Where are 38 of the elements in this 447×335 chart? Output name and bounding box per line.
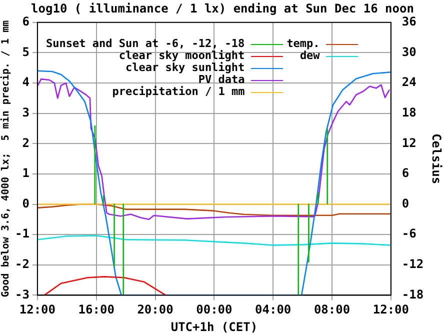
legend-label: PV data — [198, 73, 245, 86]
y-axis-title: Good below 3.6, 4000 lx; 5 min precip. / 1 mm — [0, 20, 12, 298]
y-tick-label: -2 — [14, 257, 30, 272]
x-axis-title: UTC+1h (CET) — [170, 320, 258, 334]
legend-label: precipitation / 1 mm — [112, 85, 245, 98]
legend-label: clear sky sunlight — [125, 61, 245, 74]
y2-tick-label: -18 — [402, 287, 424, 302]
y-tick-label: -3 — [14, 287, 30, 302]
x-tick-label: 04:00 — [255, 302, 292, 317]
y-tick-label: 6 — [22, 14, 30, 29]
y2-tick-label: -12 — [402, 257, 424, 272]
y2-tick-label: 36 — [402, 14, 416, 29]
x-tick-label: 12:00 — [372, 302, 409, 317]
legend-label: temp. — [286, 37, 320, 50]
x-tick-label: 16:00 — [78, 302, 114, 317]
y2-tick-label: 30 — [402, 44, 416, 59]
y-tick-label: 3 — [22, 105, 30, 120]
chart-title: log10 ( illuminance / 1 lx) ending at Sun Dec 16 noon — [31, 1, 414, 16]
legend-label: Sunset and Sun at -6, -12, -18 — [46, 37, 245, 50]
y2-tick-label: 12 — [402, 136, 416, 150]
y2-axis-title: Celsius — [430, 134, 444, 184]
x-tick-label: 00:00 — [196, 302, 232, 317]
y-tick-label: -1 — [14, 226, 30, 241]
y2-tick-label: -6 — [402, 226, 416, 241]
x-tick-label: 20:00 — [137, 302, 174, 317]
y-tick-label: 5 — [22, 44, 30, 59]
y-tick-label: 2 — [22, 136, 30, 150]
y-tick-label: 1 — [22, 166, 30, 180]
y2-tick-label: 0 — [402, 196, 410, 210]
legend-label: clear sky moonlight — [118, 49, 245, 62]
x-tick-label: 12:00 — [19, 302, 56, 317]
x-tick-label: 08:00 — [314, 302, 350, 317]
y2-tick-label: 24 — [402, 75, 416, 90]
y-tick-label: 4 — [22, 75, 30, 90]
y2-tick-label: 18 — [402, 105, 416, 120]
y-tick-label: 0 — [22, 196, 30, 210]
y2-tick-label: 6 — [402, 166, 410, 180]
legend-label: dew — [300, 49, 320, 62]
